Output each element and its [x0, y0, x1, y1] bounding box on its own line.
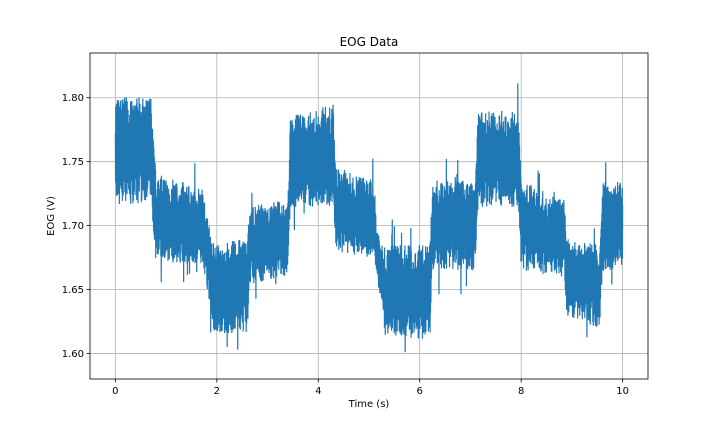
y-tick-label: 1.75	[62, 157, 84, 168]
y-tick-label: 1.80	[62, 93, 84, 104]
x-tick-label: 10	[616, 386, 629, 397]
y-axis-label: EOG (V)	[46, 196, 57, 236]
eog-signal-line	[114, 83, 624, 353]
y-tick-label: 1.70	[62, 221, 84, 232]
x-tick-label: 2	[214, 386, 220, 397]
axes-frame	[89, 52, 649, 380]
chart-title: EOG Data	[340, 35, 399, 49]
data-series	[114, 83, 624, 353]
x-tick-label: 8	[518, 386, 524, 397]
y-tick-label: 1.60	[62, 349, 84, 360]
x-tick-label: 0	[112, 386, 118, 397]
x-tick-label: 4	[315, 386, 321, 397]
y-tick-label: 1.65	[62, 285, 84, 296]
axis-ticks: 0 2 4 6 8 10 1.60 1.65 1.70 1.75 1.80	[62, 93, 629, 397]
x-tick-label: 6	[417, 386, 423, 397]
x-axis-label: Time (s)	[348, 399, 390, 410]
